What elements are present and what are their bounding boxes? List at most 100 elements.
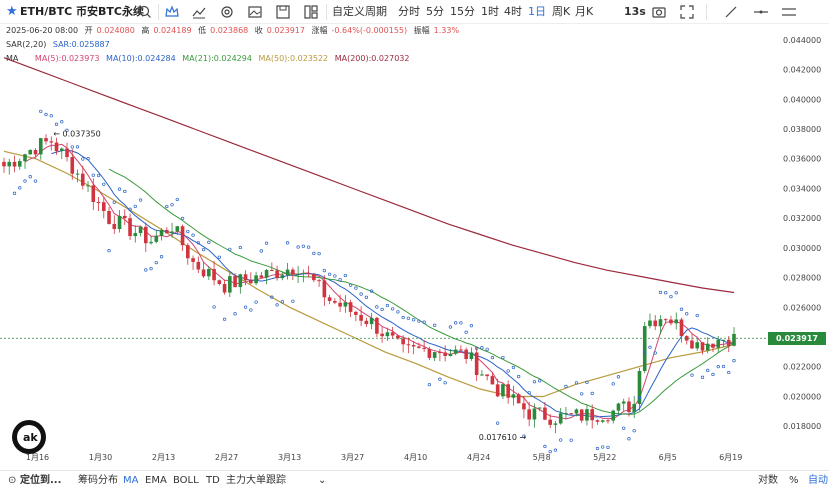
sar-dot	[375, 305, 379, 309]
sar-dot	[522, 434, 526, 438]
trendline-icon[interactable]	[722, 3, 740, 21]
locate-pin-icon[interactable]: ⊙	[8, 475, 17, 486]
ma5-line	[24, 143, 735, 420]
x-tick-label: 3月13	[278, 453, 301, 462]
log-scale-toggle[interactable]: 对数	[758, 475, 778, 486]
tf-1h[interactable]: 1时	[481, 5, 499, 18]
sar-dot	[448, 325, 453, 329]
ma-name[interactable]: MA	[6, 54, 19, 63]
bottom-item-main-order[interactable]: 主力大单跟踪	[226, 475, 286, 486]
candle-body	[249, 280, 253, 284]
y-tick-label: 0.026000	[783, 303, 821, 312]
candle-body	[716, 339, 721, 348]
sar-dot	[559, 438, 563, 442]
sar-dot	[454, 321, 458, 325]
bottom-chevron-icon[interactable]: ⌄	[318, 475, 327, 486]
candle-body	[96, 201, 101, 203]
sar-dot	[538, 379, 542, 383]
sar-dot	[422, 320, 426, 324]
candle-body	[417, 346, 421, 348]
bottom-item-ema[interactable]: EMA	[145, 475, 167, 486]
sar-dot	[264, 241, 269, 245]
fullscreen-icon[interactable]	[678, 3, 696, 21]
sar-dot	[359, 292, 363, 296]
tf-5m[interactable]: 5分	[426, 5, 444, 18]
candle-body	[375, 317, 379, 334]
tf-1mo[interactable]: 月K	[575, 5, 594, 18]
sar-dot	[348, 283, 353, 287]
sar-dot	[496, 421, 500, 425]
candle-body	[690, 340, 694, 349]
tf-4h[interactable]: 4时	[504, 5, 522, 18]
candle-body	[632, 403, 637, 413]
sar-dot	[249, 308, 253, 312]
candle-body	[705, 343, 710, 351]
parallel-lines-icon[interactable]	[780, 3, 798, 21]
sar-dot	[580, 392, 584, 396]
candle-body	[385, 332, 390, 337]
custom-period-button[interactable]: 自定义周期	[332, 5, 387, 18]
candle-body	[627, 401, 631, 413]
candle-body	[501, 384, 505, 397]
candle-body	[464, 349, 468, 360]
tf-15m[interactable]: 15分	[450, 5, 475, 18]
candle-body	[212, 269, 216, 281]
candle-body	[564, 413, 568, 415]
open-value: 0.024080	[96, 26, 135, 35]
hline-icon[interactable]	[752, 3, 770, 21]
symbol-title[interactable]: ETH/BTC 币安BTC永续	[20, 5, 144, 18]
sar-dot	[695, 313, 699, 318]
ma-row: MA MA(5):0.023973 MA(10):0.024284 MA(21)…	[6, 52, 413, 66]
bottom-item-chip-dist[interactable]: 筹码分布	[78, 475, 118, 486]
bottom-item-ma[interactable]: MA	[123, 475, 139, 486]
sar-dot	[443, 381, 447, 385]
candle-body	[695, 342, 700, 349]
tf-1m[interactable]: 分时	[398, 5, 420, 18]
crown-icon[interactable]	[163, 3, 181, 21]
ma10-value: MA(10):0.024284	[106, 54, 176, 63]
sar-dot	[138, 198, 143, 202]
locate-button[interactable]: 定位到...	[20, 475, 62, 486]
sar-dot	[96, 173, 101, 178]
candle-body	[91, 185, 96, 202]
camera-icon[interactable]	[650, 3, 668, 21]
candle-body	[380, 333, 384, 337]
ma5-value: MA(5):0.023973	[34, 54, 100, 63]
sar-dot	[343, 273, 348, 278]
candle-body	[653, 320, 658, 327]
tf-1d[interactable]: 1日	[528, 5, 546, 18]
indicator-icon[interactable]	[190, 3, 208, 21]
candle-body	[621, 401, 626, 404]
sar-dot	[327, 272, 332, 276]
sar-name[interactable]: SAR(2,20)	[6, 40, 47, 49]
candle-body	[648, 320, 652, 327]
x-tick-label: 1月30	[89, 453, 112, 462]
tf-1w[interactable]: 周K	[552, 5, 571, 18]
bottom-item-td[interactable]: TD	[206, 475, 220, 486]
bottom-item-boll[interactable]: BOLL	[173, 475, 199, 486]
sar-dot	[517, 374, 521, 379]
sar-dot	[690, 373, 694, 377]
price-chart[interactable]: 0.044000 0.042000 0.040000 0.038000 0.036000…	[0, 24, 829, 470]
star-icon[interactable]: ★	[6, 4, 18, 19]
candle-body	[275, 270, 279, 279]
sar-dot	[28, 175, 32, 179]
candle-body	[574, 409, 579, 414]
sar-value: SAR:0.025887	[52, 40, 110, 49]
layout-icon[interactable]	[302, 3, 320, 21]
image-icon[interactable]	[246, 3, 264, 21]
candle-body	[44, 138, 48, 142]
sar-dot	[574, 381, 579, 385]
auto-scale-toggle[interactable]: 自动	[808, 475, 828, 486]
candle-body	[312, 273, 316, 281]
gear-icon[interactable]	[218, 3, 236, 21]
percent-toggle[interactable]: %	[789, 475, 799, 486]
search-icon[interactable]	[136, 3, 154, 21]
sar-dot	[23, 179, 27, 183]
candle-body	[333, 300, 337, 303]
save-icon[interactable]	[274, 3, 292, 21]
x-tick-label: 2月13	[152, 453, 175, 462]
ma200-value: MA(200):0.027032	[334, 54, 410, 63]
sar-dot	[532, 380, 537, 384]
candle-body	[191, 258, 195, 262]
